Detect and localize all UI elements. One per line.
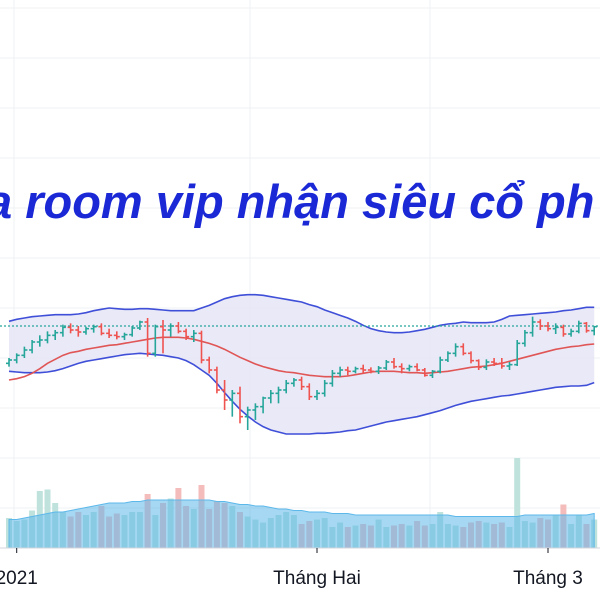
moving-average-line — [8, 336, 595, 381]
ohlc-bar — [198, 330, 205, 364]
ohlc-bar — [306, 383, 313, 400]
ohlc-bar — [452, 343, 459, 357]
x-axis: 2021 Tháng Hai Tháng 3 — [0, 547, 600, 589]
ohlc-bar — [398, 363, 405, 374]
ohlc-bar — [260, 396, 267, 414]
volume-ma-area — [8, 499, 595, 549]
ohlc-bar — [491, 358, 498, 366]
ohlc-bar — [344, 366, 351, 376]
ohlc-bar — [213, 366, 220, 394]
ohlc-bar — [537, 319, 544, 330]
ohlc-bar — [575, 320, 582, 334]
ohlc-bar — [360, 364, 367, 374]
bollinger-upper-line — [8, 293, 595, 334]
ohlc-bar — [6, 358, 12, 367]
ohlc-bar — [583, 322, 590, 333]
ohlc-bar — [244, 406, 251, 430]
ohlc-bar — [352, 366, 359, 374]
ohlc-bar — [506, 362, 513, 370]
ohlc-bar — [568, 328, 575, 337]
ohlc-bar — [136, 320, 143, 330]
ohlc-bar — [483, 359, 490, 370]
volume-bar — [514, 458, 521, 548]
ohlc-bar — [144, 318, 151, 357]
ohlc-bar — [67, 323, 74, 334]
ohlc-bar — [290, 378, 297, 387]
ohlc-bar — [444, 351, 451, 362]
bollinger-lower-line — [8, 352, 595, 435]
ohlc-bar — [429, 370, 436, 378]
ohlc-bar — [314, 390, 320, 400]
volume-pane — [6, 458, 598, 549]
ohlc-bars — [6, 316, 598, 430]
ohlc-bar — [298, 376, 305, 390]
ohlc-bar — [591, 325, 598, 336]
ohlc-bar — [514, 340, 521, 366]
ohlc-bar — [391, 358, 397, 369]
ohlc-bar — [36, 335, 43, 347]
ohlc-bar — [90, 324, 97, 333]
ohlc-bar — [75, 326, 82, 337]
ohlc-bar — [375, 366, 382, 374]
ohlc-bar — [367, 367, 374, 374]
x-tick-label: Tháng Hai — [273, 568, 361, 589]
ohlc-bar — [552, 323, 559, 334]
ohlc-bar — [421, 368, 428, 377]
ohlc-bar — [52, 330, 59, 340]
ohlc-bar — [21, 346, 28, 358]
ohlc-bar — [175, 322, 182, 334]
caption-text: a room vip nhận siêu cổ ph — [0, 175, 594, 228]
ohlc-bar — [83, 326, 89, 335]
ohlc-bar — [521, 330, 528, 347]
ohlc-bar — [498, 358, 505, 369]
ohlc-bar — [406, 364, 413, 372]
bollinger-band — [8, 293, 595, 435]
ohlc-bar — [152, 324, 159, 357]
ohlc-bar — [229, 390, 236, 417]
ohlc-bar — [275, 386, 282, 404]
ohlc-bar — [44, 331, 51, 344]
ohlc-bar — [237, 386, 243, 424]
ohlc-bar — [98, 323, 105, 336]
ohlc-bar — [321, 380, 328, 397]
ohlc-bar — [468, 351, 474, 364]
ohlc-bar — [529, 316, 536, 337]
ohlc-bar — [329, 370, 336, 387]
ohlc-bar — [475, 359, 482, 370]
x-tick-label: Tháng 3 — [513, 568, 583, 589]
ohlc-bar — [252, 403, 259, 420]
ohlc-bar — [337, 366, 344, 377]
ohlc-bar — [183, 328, 190, 340]
ohlc-bar — [106, 328, 113, 338]
ohlc-bar — [113, 331, 120, 340]
ohlc-bar — [383, 360, 390, 370]
ohlc-bar — [560, 324, 567, 337]
bollinger-fill — [9, 294, 595, 434]
x-tick-label: 2021 — [0, 568, 38, 589]
ohlc-bar — [206, 356, 213, 374]
ohlc-bar — [29, 340, 36, 354]
ohlc-bar — [13, 353, 20, 364]
ohlc-bar — [129, 326, 136, 337]
ohlc-bar — [221, 380, 228, 410]
ohlc-bar — [160, 320, 166, 354]
ohlc-bar — [59, 324, 66, 337]
ohlc-bar — [121, 332, 128, 340]
ohlc-bar — [267, 390, 274, 404]
ohlc-bar — [545, 322, 551, 332]
ohlc-bar — [190, 330, 197, 342]
ohlc-bar — [460, 343, 467, 356]
ohlc-bar — [167, 323, 174, 337]
ohlc-bar — [437, 356, 444, 374]
chart-grid — [0, 0, 600, 548]
ohlc-bar — [283, 380, 290, 394]
ohlc-bar — [414, 363, 421, 372]
